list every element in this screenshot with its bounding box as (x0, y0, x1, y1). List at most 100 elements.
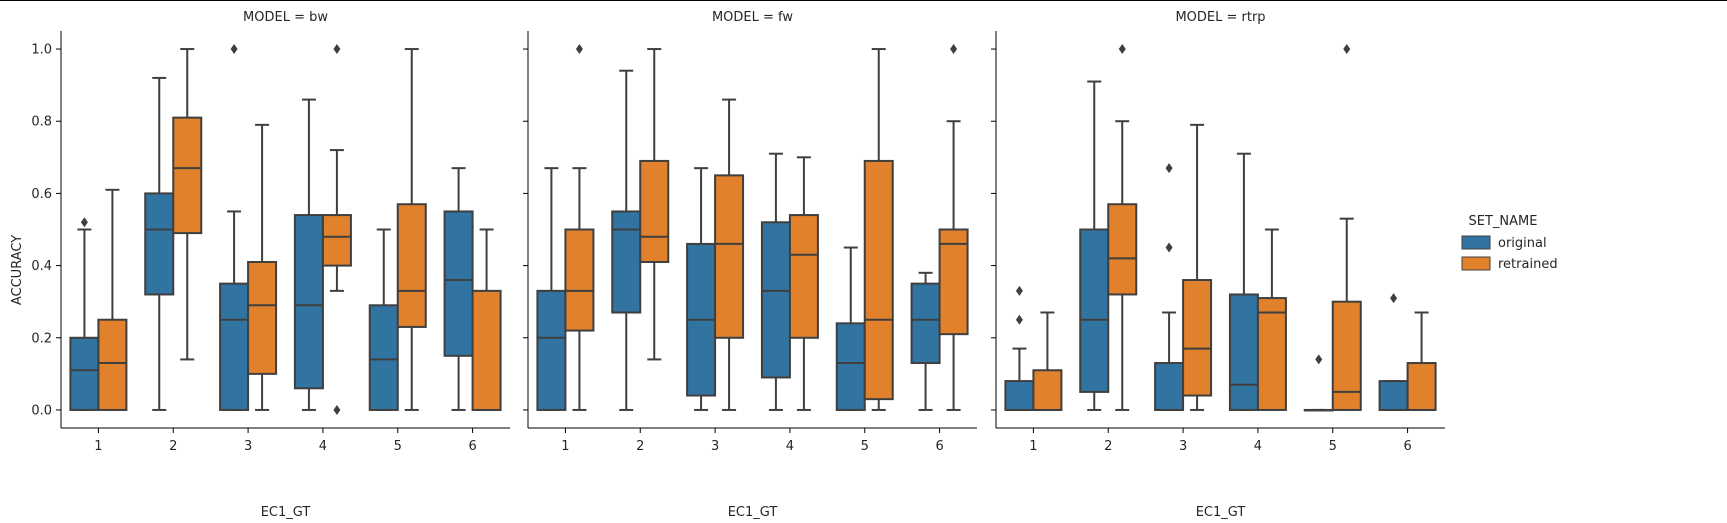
box-original-1 (69, 217, 100, 411)
box-iqr (714, 174, 745, 339)
box-iqr (1331, 300, 1362, 411)
box-retrained-4 (321, 44, 352, 415)
outlier-point (1015, 314, 1023, 325)
outlier-point (1165, 163, 1173, 174)
box-iqr (639, 159, 670, 263)
box-retrained-3 (714, 98, 745, 411)
panel-1: MODEL = fw 1 2 3 4 5 6 EC1_GT (523, 10, 977, 520)
outlier-point (1390, 293, 1398, 304)
x-tick-label: 5 (861, 439, 869, 454)
y-tick-label: 0.4 (31, 259, 52, 274)
box-original-2 (1079, 80, 1110, 411)
box-retrained-5 (863, 48, 894, 411)
box-original-6 (1378, 293, 1409, 411)
box-iqr (1228, 293, 1259, 411)
box-retrained-5 (396, 48, 427, 411)
box-retrained-6 (1406, 311, 1437, 411)
box-iqr (1032, 369, 1063, 411)
box-iqr (219, 282, 250, 411)
box-iqr (938, 228, 969, 336)
box-retrained-3 (1182, 123, 1213, 411)
x-tick-label: 1 (1029, 439, 1037, 454)
box-iqr (368, 304, 399, 411)
panel-title: MODEL = bw (243, 10, 328, 25)
box-retrained-3 (247, 123, 278, 411)
box-original-6 (443, 167, 474, 411)
x-tick-label: 1 (561, 439, 569, 454)
y-tick-label: 0.6 (31, 187, 52, 202)
box-original-5 (1303, 354, 1334, 412)
legend-title: SET_NAME (1469, 214, 1538, 229)
box-original-1 (1004, 285, 1035, 411)
box-retrained-1 (97, 188, 128, 411)
y-tick-label: 0.8 (31, 115, 52, 130)
box-retrained-2 (639, 48, 670, 361)
outlier-point (80, 217, 88, 228)
panel-title: MODEL = rtrp (1175, 10, 1265, 25)
y-axis-label: ACCURACY (10, 235, 25, 305)
outlier-point (1118, 44, 1126, 55)
box-original-3 (1154, 163, 1185, 411)
outlier-point (333, 44, 341, 55)
y-tick-label: 0.2 (31, 331, 52, 346)
box-original-5 (368, 228, 399, 411)
box-iqr (910, 282, 941, 365)
box-original-4 (293, 98, 324, 411)
outlier-point (950, 44, 958, 55)
box-retrained-2 (172, 48, 203, 361)
box-original-1 (536, 167, 567, 411)
box-retrained-2 (1107, 44, 1138, 411)
y-tick-label: 1.0 (31, 43, 52, 58)
box-retrained-1 (564, 44, 595, 411)
x-axis-label: EC1_GT (728, 505, 778, 520)
box-iqr (1004, 380, 1035, 411)
box-retrained-6 (471, 228, 502, 411)
box-iqr (1256, 297, 1287, 411)
box-iqr (471, 289, 502, 411)
x-tick-label: 6 (1403, 439, 1411, 454)
box-iqr (321, 214, 352, 267)
outlier-point (230, 44, 238, 55)
x-tick-label: 6 (935, 439, 943, 454)
box-iqr (1079, 228, 1110, 393)
box-original-3 (686, 167, 717, 411)
box-iqr (172, 116, 203, 235)
box-retrained-6 (938, 44, 969, 411)
box-iqr (144, 192, 175, 296)
box-iqr (788, 214, 819, 339)
outlier-point (333, 404, 341, 415)
box-original-2 (611, 69, 642, 411)
box-original-5 (835, 246, 866, 411)
box-iqr (1107, 203, 1138, 296)
outlier-point (1343, 44, 1351, 55)
outlier-point (1015, 285, 1023, 296)
box-iqr (69, 336, 100, 411)
box-iqr (293, 214, 324, 390)
outlier-point (575, 44, 583, 55)
legend-label-retrained: retrained (1498, 257, 1558, 272)
box-retrained-4 (788, 156, 819, 411)
box-retrained-4 (1256, 228, 1287, 411)
box-original-4 (760, 152, 791, 411)
x-tick-label: 3 (244, 439, 252, 454)
box-iqr (97, 318, 128, 411)
box-iqr (835, 322, 866, 411)
x-tick-label: 3 (1179, 439, 1187, 454)
box-original-3 (219, 44, 250, 411)
box-iqr (536, 289, 567, 411)
x-tick-label: 1 (94, 439, 102, 454)
panel-2: MODEL = rtrp 1 2 3 4 5 6 EC1_GT (991, 10, 1445, 520)
box-retrained-1 (1032, 311, 1063, 411)
x-tick-label: 4 (319, 439, 327, 454)
box-original-2 (144, 76, 175, 411)
legend-label-original: original (1498, 236, 1547, 251)
box-original-6 (910, 271, 941, 411)
x-tick-label: 5 (394, 439, 402, 454)
outlier-point (1165, 242, 1173, 253)
x-tick-label: 4 (786, 439, 794, 454)
x-axis-label: EC1_GT (1196, 505, 1246, 520)
box-iqr (247, 260, 278, 375)
x-tick-label: 5 (1329, 439, 1337, 454)
panel-0: MODEL = bw 0.0 0.2 0.4 0.6 0.8 1.0 1 2 3 4 5 6 EC1_GT (31, 10, 510, 520)
